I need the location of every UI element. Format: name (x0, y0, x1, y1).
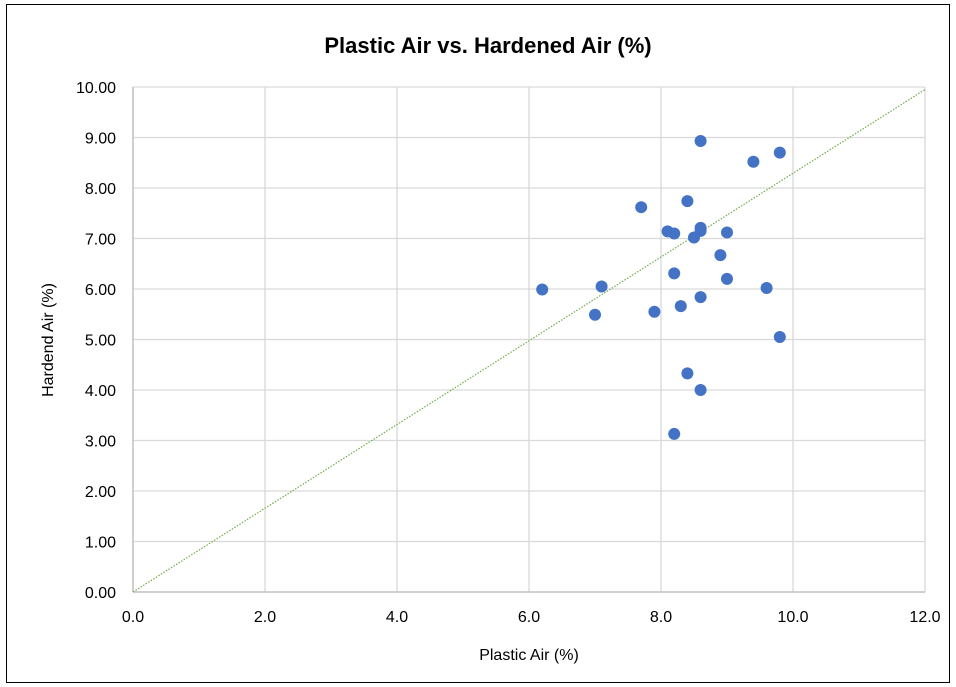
data-point (694, 291, 707, 304)
y-tick-label: 7.00 (85, 232, 116, 249)
data-point (760, 281, 773, 294)
reference-line (132, 89, 926, 593)
data-point (674, 300, 687, 313)
y-tick-label: 1.00 (85, 535, 116, 552)
data-point (648, 305, 661, 318)
x-tick-label: 6.0 (518, 609, 540, 626)
data-point (714, 249, 727, 262)
data-point (595, 280, 608, 293)
y-tick-label: 6.00 (85, 282, 116, 299)
axes (132, 87, 925, 593)
data-point (681, 195, 694, 208)
data-point (721, 226, 733, 239)
reference-line-group (132, 89, 926, 593)
y-tick-labels: 0.00 1.00 2.00 3.00 4.00 5.00 6.00 7.00 8.00 9.00… (76, 80, 116, 602)
data-point (773, 330, 786, 343)
y-tick-label: 0.00 (85, 585, 116, 602)
y-tick-label: 2.00 (85, 484, 116, 501)
y-tick-label: 4.00 (85, 383, 116, 400)
data-point (668, 267, 681, 280)
y-tick-label: 8.00 (85, 181, 116, 198)
x-tick-label: 0.0 (122, 609, 144, 626)
data-point (694, 224, 707, 237)
data-point (694, 135, 707, 148)
y-tick-label: 9.00 (85, 131, 116, 148)
y-tick-label: 3.00 (85, 434, 116, 451)
data-point (635, 201, 648, 214)
y-tick-label: 10.00 (76, 80, 116, 97)
data-point (668, 227, 681, 240)
x-tick-label: 8.0 (650, 609, 672, 626)
data-point (536, 283, 549, 296)
data-point (668, 427, 681, 440)
data-point (721, 272, 733, 285)
x-tick-labels: 0.0 2.0 4.0 6.0 8.0 10.0 12.0 (122, 609, 941, 626)
y-tick-label: 5.00 (85, 333, 116, 350)
data-point (773, 146, 786, 159)
chart-title: Plastic Air vs. Hardened Air (%) (324, 33, 651, 58)
x-tick-label: 12.0 (909, 609, 940, 626)
data-points (536, 135, 786, 440)
data-point (589, 308, 601, 321)
grid-lines (133, 86, 926, 592)
x-tick-label: 10.0 (777, 609, 808, 626)
y-axis-title: Hardend Air (%) (40, 283, 57, 397)
x-tick-label: 2.0 (254, 609, 276, 626)
data-point (747, 155, 760, 168)
x-tick-label: 4.0 (386, 609, 408, 626)
x-axis-title: Plastic Air (%) (479, 647, 579, 664)
data-point (694, 384, 707, 396)
data-point (681, 367, 694, 380)
